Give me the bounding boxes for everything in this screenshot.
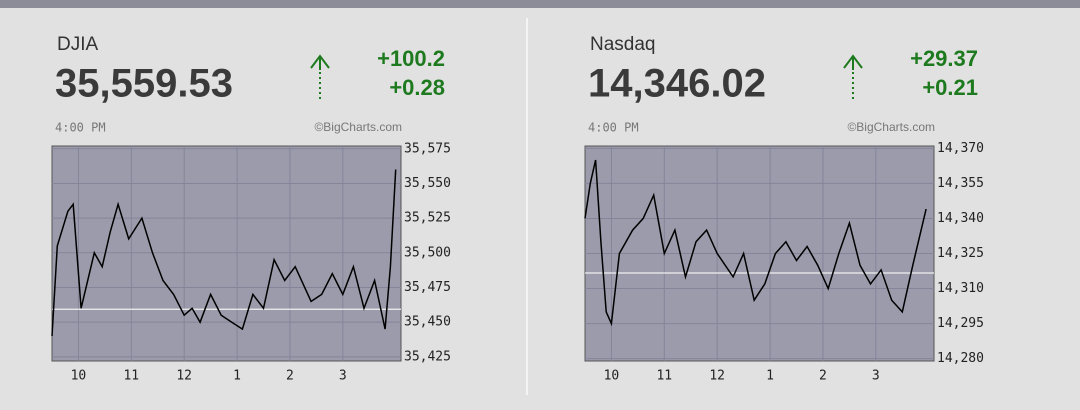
credit: ©BigCharts.com bbox=[847, 120, 935, 134]
y-tick-label: 14,310 bbox=[937, 281, 984, 296]
credit: ©BigCharts.com bbox=[314, 120, 402, 134]
y-tick-label: 35,550 bbox=[404, 176, 451, 191]
time: 4:00 PM bbox=[588, 121, 639, 135]
x-tick-label: 10 bbox=[604, 369, 620, 384]
change: +29.37 bbox=[910, 46, 978, 71]
x-tick-label: 12 bbox=[709, 369, 725, 384]
arrow bbox=[310, 54, 330, 100]
index-name: DJIA bbox=[57, 34, 99, 55]
change: +100.2 bbox=[377, 46, 445, 71]
y-tick-label: 14,295 bbox=[937, 316, 984, 331]
top-bar bbox=[0, 0, 1080, 8]
y-tick-label: 35,525 bbox=[404, 211, 451, 226]
y-tick-label: 14,355 bbox=[937, 176, 984, 191]
pct-change: +0.28 bbox=[389, 75, 445, 100]
x-tick-label: 11 bbox=[123, 369, 139, 384]
x-tick-label: 12 bbox=[176, 369, 192, 384]
x-tick-label: 3 bbox=[872, 369, 880, 384]
y-tick-label: 35,575 bbox=[404, 141, 451, 156]
y-tick-label: 35,475 bbox=[404, 280, 451, 295]
x-tick-label: 2 bbox=[819, 369, 827, 384]
y-tick-label: 14,370 bbox=[937, 141, 984, 156]
price-line bbox=[584, 159, 927, 327]
y-tick-label: 14,325 bbox=[937, 246, 984, 261]
arrow bbox=[843, 54, 863, 100]
index-name: Nasdaq bbox=[590, 34, 656, 55]
y-tick-label: 14,340 bbox=[937, 211, 984, 226]
price-line bbox=[51, 169, 397, 337]
x-tick-label: 11 bbox=[656, 369, 672, 384]
y-tick-label: 14,280 bbox=[937, 351, 984, 366]
x-tick-label: 3 bbox=[339, 369, 347, 384]
plot-area bbox=[51, 145, 402, 362]
y-tick-label: 35,425 bbox=[404, 349, 451, 364]
x-tick-label: 1 bbox=[233, 369, 241, 384]
y-tick-label: 35,450 bbox=[404, 315, 451, 330]
x-tick-label: 2 bbox=[286, 369, 294, 384]
y-tick-label: 35,500 bbox=[404, 245, 451, 260]
x-tick-label: 10 bbox=[71, 369, 87, 384]
index-value: 35,559.53 bbox=[55, 62, 233, 106]
pct-change: +0.21 bbox=[922, 75, 978, 100]
x-tick-label: 1 bbox=[766, 369, 774, 384]
time: 4:00 PM bbox=[55, 121, 106, 135]
index-value: 14,346.02 bbox=[588, 62, 766, 106]
